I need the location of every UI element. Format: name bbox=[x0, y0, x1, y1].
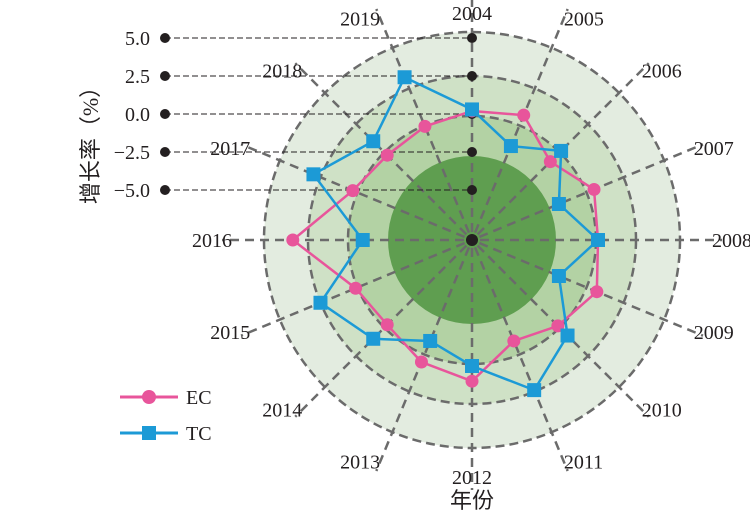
category-label-2008: 2008 bbox=[712, 230, 750, 252]
point-tc-2006 bbox=[554, 143, 569, 158]
point-ec-2005 bbox=[517, 108, 531, 122]
point-ec-2015 bbox=[349, 281, 363, 295]
legend-marker-tc bbox=[142, 426, 156, 440]
tick-label: 0.0 bbox=[125, 104, 150, 126]
point-ec-2019 bbox=[418, 119, 432, 133]
category-label-2011: 2011 bbox=[564, 452, 603, 474]
point-ec-2007 bbox=[587, 182, 601, 196]
y-axis-label: 增长率（%） bbox=[78, 76, 103, 204]
point-tc-2011 bbox=[527, 383, 542, 398]
point-ec-2018 bbox=[380, 148, 394, 162]
spoke-2018 bbox=[294, 62, 468, 236]
point-tc-2013 bbox=[423, 333, 438, 348]
category-label-2013: 2013 bbox=[340, 452, 380, 474]
point-tc-2005 bbox=[503, 139, 518, 154]
point-tc-2007 bbox=[551, 196, 566, 211]
tick-dot-axis bbox=[467, 185, 477, 195]
tick-label: −2.5 bbox=[114, 142, 150, 164]
tick-label: −5.0 bbox=[114, 180, 150, 202]
point-ec-2016 bbox=[286, 233, 300, 247]
point-tc-2010 bbox=[560, 328, 575, 343]
center-dot bbox=[466, 234, 478, 246]
point-tc-2004 bbox=[465, 102, 479, 117]
category-labels: 2004 2005 2006 2007 2008 2009 2010 2011 2012 2013… bbox=[192, 3, 750, 489]
tick-dot-axis bbox=[467, 71, 477, 81]
legend-label-tc: TC bbox=[186, 423, 212, 445]
point-tc-2018 bbox=[366, 134, 381, 149]
point-tc-2014 bbox=[366, 331, 381, 346]
category-label-2006: 2006 bbox=[642, 60, 682, 82]
category-label-2015: 2015 bbox=[210, 322, 250, 344]
radar-series bbox=[286, 70, 605, 398]
point-ec-2006 bbox=[543, 155, 557, 169]
point-ec-2012 bbox=[465, 374, 479, 388]
point-tc-2016 bbox=[355, 233, 370, 247]
point-tc-2017 bbox=[306, 167, 321, 182]
point-ec-2013 bbox=[414, 355, 428, 369]
tick-dot-left bbox=[160, 147, 170, 157]
category-label-2019: 2019 bbox=[340, 8, 380, 30]
legend: EC TC bbox=[120, 387, 212, 445]
category-label-2016: 2016 bbox=[192, 230, 232, 252]
point-tc-2012 bbox=[465, 359, 479, 373]
category-label-2010: 2010 bbox=[642, 400, 682, 422]
tick-dot-axis bbox=[467, 33, 477, 43]
category-label-2004: 2004 bbox=[452, 3, 492, 25]
tick-dot-left bbox=[160, 109, 170, 119]
legend-marker-ec bbox=[142, 390, 156, 404]
tick-dot-left bbox=[160, 33, 170, 43]
spoke-2011 bbox=[473, 246, 569, 472]
radial-axis: 5.0 2.5 0.0 −2.5 −5.0 bbox=[114, 28, 477, 202]
point-ec-2011 bbox=[507, 334, 521, 348]
point-tc-2019 bbox=[397, 70, 412, 85]
point-tc-2015 bbox=[313, 295, 328, 310]
spoke-2014 bbox=[294, 244, 468, 418]
point-ec-2017 bbox=[346, 184, 360, 198]
category-label-2005: 2005 bbox=[564, 8, 604, 30]
tick-dot-left bbox=[160, 185, 170, 195]
tick-dot-axis bbox=[467, 147, 477, 157]
category-label-2012: 2012 bbox=[452, 467, 492, 489]
point-ec-2014 bbox=[380, 318, 394, 332]
legend-label-ec: EC bbox=[186, 387, 212, 409]
legend-item-ec: EC bbox=[120, 387, 212, 409]
category-label-2018: 2018 bbox=[262, 60, 302, 82]
point-tc-2009 bbox=[551, 269, 566, 284]
tick-dot-left bbox=[160, 71, 170, 81]
legend-item-tc: TC bbox=[120, 423, 212, 445]
category-label-2017: 2017 bbox=[210, 138, 250, 160]
category-label-2014: 2014 bbox=[262, 400, 302, 422]
point-tc-2008 bbox=[591, 233, 605, 247]
tick-label: 2.5 bbox=[125, 66, 150, 88]
tick-label: 5.0 bbox=[125, 28, 150, 50]
category-label-2009: 2009 bbox=[694, 322, 734, 344]
point-ec-2009 bbox=[590, 285, 604, 299]
x-axis-label: 年份 bbox=[450, 488, 494, 513]
category-label-2007: 2007 bbox=[694, 138, 734, 160]
